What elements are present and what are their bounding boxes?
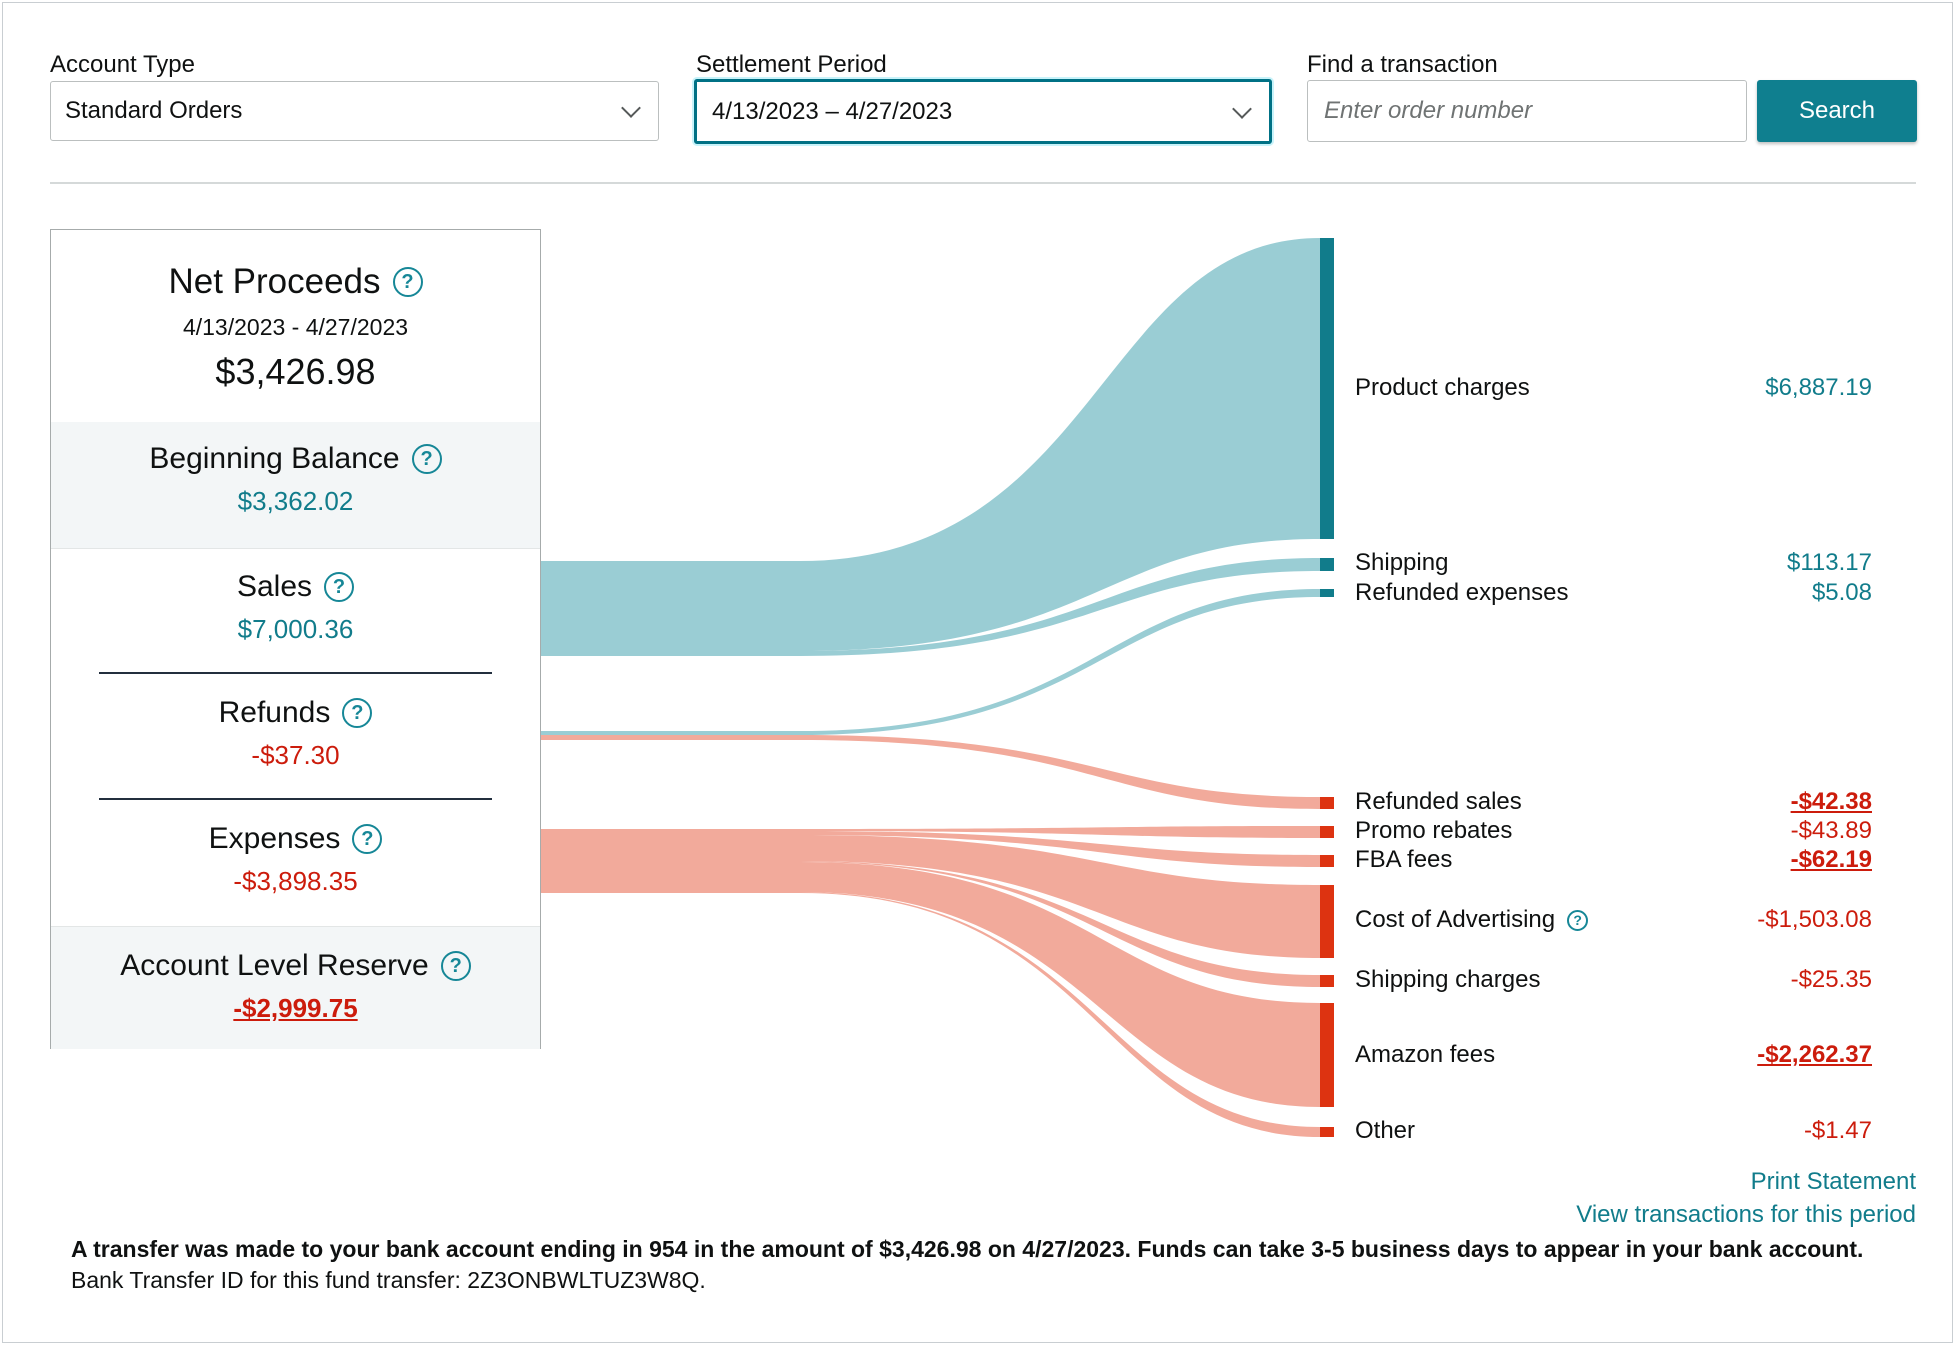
expenses-section: Expenses ? -$3,898.35 [51,800,540,926]
net-proceeds-section: Net Proceeds ? 4/13/2023 - 4/27/2023 $3,… [51,230,540,422]
category-label: Shipping charges [1355,966,1541,993]
net-proceeds-title-row: Net Proceeds ? [168,262,423,302]
category-label: Refunded sales [1355,788,1522,815]
category-amount: $6,887.19 [1765,374,1872,401]
category-label-row: Cost of Advertising ? [1355,906,1589,934]
settlement-period-value: 4/13/2023 – 4/27/2023 [712,97,953,125]
reserve-section: Account Level Reserve ? -$2,999.75 [51,926,540,1049]
search-button[interactable]: Search [1757,80,1917,142]
divider [99,798,492,800]
bar-cost-of-advertising [1320,885,1334,958]
transfer-notice: A transfer was made to your bank account… [71,1236,1864,1262]
transfer-id: Bank Transfer ID for this fund transfer:… [71,1267,706,1293]
flow-fba-fees [541,831,1320,867]
bar-fba-fees [1320,855,1334,867]
summary-panel: Net Proceeds ? 4/13/2023 - 4/27/2023 $3,… [50,229,541,1049]
beginning-balance-title: Beginning Balance [149,442,400,475]
bar-other [1320,1127,1334,1137]
settlement-period-select[interactable]: 4/13/2023 – 4/27/2023 [694,79,1272,144]
help-icon[interactable]: ? [342,698,373,728]
expenses-value: -$3,898.35 [233,866,358,896]
flow-amazon-fees [541,862,1320,1107]
bar-amazon-fees [1320,1003,1334,1107]
sales-title: Sales [236,570,313,603]
help-icon[interactable]: ? [411,444,442,474]
flow-refunded-expenses [541,589,1320,735]
bar-refunded-expenses [1320,589,1334,597]
bar-promo-rebates [1320,826,1334,838]
category-label: Cost of Advertising [1355,906,1556,933]
category-label: Promo rebates [1355,817,1513,844]
category-label: Other [1355,1117,1416,1144]
help-icon[interactable]: ? [440,951,471,981]
category-label: Amazon fees [1355,1041,1496,1068]
expense-flows [541,826,1320,1137]
category-bars [1320,238,1334,1137]
net-proceeds-title: Net Proceeds [168,262,381,301]
order-number-input[interactable] [1307,80,1747,142]
net-proceeds-value: $3,426.98 [215,351,376,392]
refund-flows [541,589,1320,809]
refunds-title-row: Refunds ? [219,696,373,730]
bar-product-charges [1320,238,1334,539]
bar-shipping-charges [1320,975,1334,987]
reserve-title: Account Level Reserve [120,949,429,982]
help-icon[interactable]: ? [1567,909,1589,931]
flow-refunded-sales [541,735,1320,809]
flow-cost-of-advertising [541,835,1320,958]
category-label: Product charges [1355,374,1530,401]
category-amount: -$25.35 [1790,966,1872,993]
category-amount-link[interactable]: -$42.38 [1790,788,1872,815]
flow-shipping-charges [541,861,1320,987]
net-proceeds-dates: 4/13/2023 - 4/27/2023 [182,314,409,340]
print-statement-link[interactable]: Print Statement [1750,1168,1916,1195]
category-amount: $113.17 [1787,549,1872,576]
category-label: Refunded expenses [1355,579,1569,606]
category-amount-link[interactable]: -$62.19 [1790,846,1872,873]
flow-shipping [541,558,1320,656]
refunds-value: -$37.30 [251,740,340,770]
category-amount: -$1.47 [1803,1117,1872,1144]
expenses-title: Expenses [208,822,341,855]
refunds-title: Refunds [218,696,331,729]
help-icon[interactable]: ? [392,267,423,297]
settlement-period-label: Settlement Period [696,51,887,78]
flow-promo-rebates [541,826,1320,838]
divider [50,182,1916,184]
help-icon[interactable]: ? [324,572,355,602]
category-amount-link[interactable]: -$2,262.37 [1757,1041,1872,1068]
expenses-title-row: Expenses ? [209,822,383,856]
account-type-select[interactable]: Standard Orders [50,81,659,141]
sales-flows [541,238,1320,656]
category-amount: -$1,503.08 [1757,906,1872,933]
refunds-section: Refunds ? -$37.30 [51,674,540,800]
reserve-value-link[interactable]: -$2,999.75 [233,993,358,1023]
sales-section: Sales ? $7,000.36 [51,548,540,674]
divider [99,672,492,674]
account-type-value: Standard Orders [65,97,243,124]
flow-product-charges [541,238,1320,651]
account-type-label: Account Type [50,51,195,78]
bar-refunded-sales [1320,797,1334,809]
category-amount: -$43.89 [1790,817,1872,844]
category-amount: $5.08 [1811,579,1872,606]
category-label: FBA fees [1355,846,1453,873]
bar-shipping [1320,558,1334,571]
beginning-balance-value: $3,362.02 [237,486,354,516]
sales-title-row: Sales ? [236,570,355,604]
view-transactions-link[interactable]: View transactions for this period [1576,1201,1916,1228]
beginning-balance-title-row: Beginning Balance ? [149,442,442,476]
category-label: Shipping [1355,549,1449,576]
sales-value: $7,000.36 [237,614,354,644]
reserve-title-row: Account Level Reserve ? [120,949,471,983]
help-icon[interactable]: ? [352,824,383,854]
find-transaction-label: Find a transaction [1307,51,1498,78]
beginning-balance-section: Beginning Balance ? $3,362.02 [51,422,540,549]
